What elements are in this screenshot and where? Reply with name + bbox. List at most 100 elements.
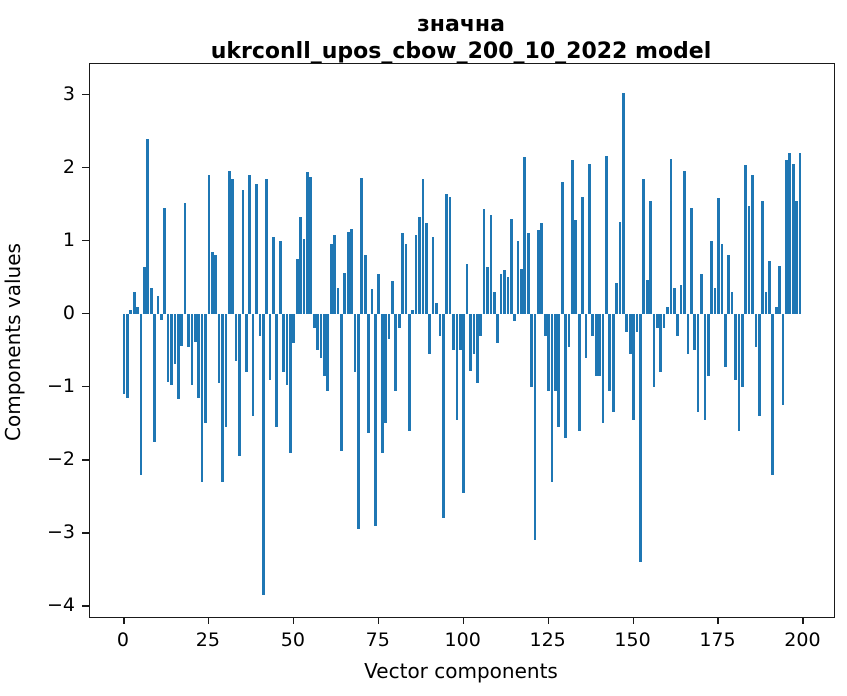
bar [689, 207, 693, 314]
bar [479, 313, 483, 336]
bar [465, 264, 469, 314]
bar [387, 313, 391, 340]
bar [374, 313, 377, 526]
bar [785, 160, 788, 314]
bar [577, 313, 581, 431]
bar [509, 218, 513, 314]
y-tick-label: −1 [46, 374, 75, 397]
bar [397, 313, 401, 329]
bar [747, 205, 751, 314]
bar [438, 313, 442, 336]
bar [486, 267, 489, 314]
bar [353, 313, 357, 373]
bar [302, 238, 306, 314]
bar [407, 313, 411, 431]
x-tick-mark [632, 617, 635, 624]
bar [367, 313, 370, 433]
bar [625, 313, 629, 333]
bar [662, 313, 666, 329]
bar [234, 313, 238, 362]
bar [428, 313, 432, 354]
bar [649, 200, 652, 314]
bar [326, 313, 330, 391]
y-tick-mark [82, 312, 89, 315]
bar [316, 313, 319, 351]
bar [778, 266, 781, 314]
bar [458, 313, 462, 351]
bar [204, 313, 207, 424]
bar [591, 313, 595, 336]
bar [411, 310, 415, 314]
bar [346, 232, 350, 314]
bar [214, 255, 218, 314]
bar [258, 313, 262, 336]
bar [594, 313, 598, 376]
x-tick-label: 200 [784, 629, 821, 651]
bar [550, 313, 554, 482]
x-tick-mark [547, 617, 550, 624]
bar [132, 291, 136, 314]
x-tick-mark [122, 617, 125, 624]
bar [166, 313, 170, 383]
x-tick-label: 100 [444, 629, 481, 651]
bar [798, 153, 802, 314]
bar [717, 198, 720, 314]
bar [159, 313, 163, 320]
bar [482, 208, 486, 314]
bar [540, 222, 544, 314]
bar [764, 291, 768, 314]
bar [740, 313, 744, 387]
bar [503, 270, 506, 314]
bar [170, 313, 173, 386]
bar [557, 313, 561, 428]
x-tick-mark [377, 617, 380, 624]
bar [163, 207, 167, 314]
y-tick-label: 1 [62, 228, 75, 251]
y-tick-mark [82, 385, 89, 388]
bar [693, 313, 697, 351]
bar [136, 306, 139, 314]
bar [584, 313, 588, 358]
bar [377, 273, 381, 314]
bar [224, 313, 228, 428]
bar [744, 164, 748, 314]
bar [248, 175, 252, 314]
bar [642, 178, 646, 314]
y-tick-mark [82, 93, 89, 96]
bar [666, 306, 669, 314]
bar [645, 280, 649, 314]
bar [306, 172, 309, 314]
bar [560, 182, 564, 314]
x-tick-label: 50 [280, 629, 305, 651]
bar [153, 313, 156, 442]
bar [350, 229, 353, 314]
bar [462, 313, 466, 493]
bar [523, 156, 527, 314]
bar [564, 313, 567, 439]
bar [197, 313, 201, 398]
bar [149, 288, 153, 314]
bar [251, 313, 255, 417]
bar [333, 234, 336, 314]
y-tick-label: 2 [62, 155, 75, 178]
bar [241, 189, 245, 314]
bar [628, 313, 632, 354]
bar [448, 196, 452, 314]
bar [734, 313, 737, 380]
plot-area [89, 63, 835, 618]
bar [143, 267, 146, 314]
bar [574, 220, 578, 314]
bar [360, 177, 364, 314]
y-tick-label: −3 [46, 520, 75, 543]
bar [207, 175, 211, 314]
bar [588, 164, 591, 314]
bar [122, 313, 126, 395]
bar [384, 313, 387, 424]
bar [492, 291, 496, 314]
bar [380, 313, 384, 453]
bar [496, 313, 500, 344]
bar [761, 200, 765, 314]
y-tick-mark [82, 458, 89, 461]
bar [139, 313, 143, 475]
